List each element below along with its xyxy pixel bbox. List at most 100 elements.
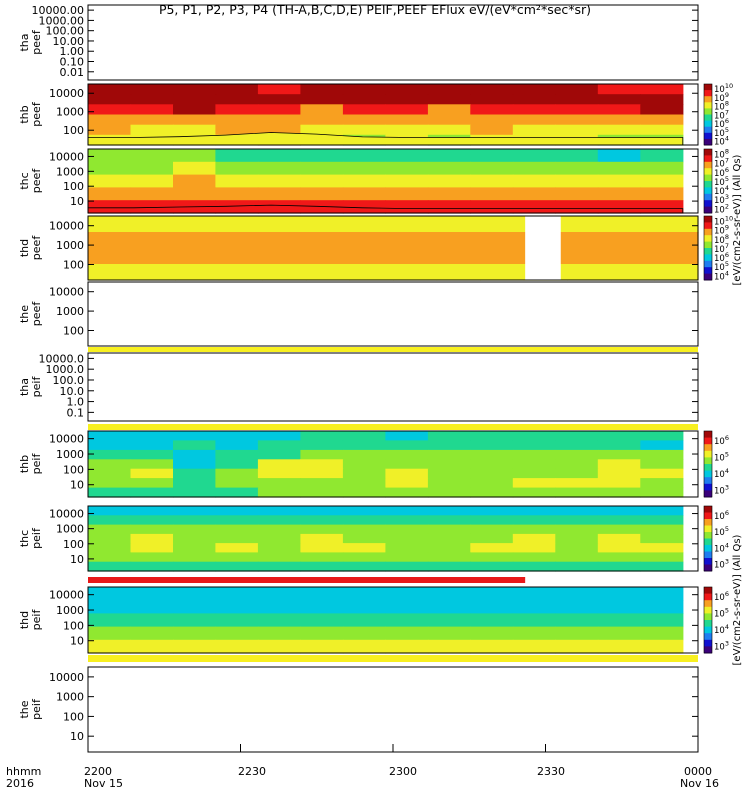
- heatmap-cell: [385, 161, 429, 176]
- heatmap-cell: [512, 587, 556, 601]
- heatmap-cell: [88, 506, 132, 516]
- heatmap-cell: [342, 524, 386, 535]
- heatmap-cell: [470, 114, 514, 126]
- heatmap-cell: [88, 487, 132, 498]
- heatmap-cell: [555, 104, 599, 116]
- heatmap-cell: [88, 161, 132, 176]
- heatmap-cell: [215, 114, 259, 126]
- heatmap-cell: [640, 533, 684, 544]
- heatmap-cell: [215, 543, 259, 553]
- heatmap-cell: [470, 149, 514, 163]
- heatmap-cell: [300, 626, 344, 641]
- heatmap-cell: [349, 248, 394, 265]
- heatmap-cell: [512, 459, 556, 470]
- heatmap-cell: [215, 440, 259, 451]
- heatmap-cell: [173, 506, 217, 516]
- heatmap-cell: [480, 248, 525, 265]
- colorbar-segment: [704, 132, 712, 140]
- y-tick-label: 1000: [56, 165, 84, 178]
- heatmap-cell: [640, 468, 684, 479]
- heatmap-cell: [300, 561, 344, 572]
- heatmap-cell: [342, 449, 386, 460]
- y-tick-label: 1000: [56, 106, 84, 119]
- colorbar-segment: [704, 273, 712, 281]
- heatmap-cell: [257, 478, 301, 489]
- colorbar-segment: [704, 222, 712, 230]
- heatmap-cell: [640, 613, 684, 628]
- heatmap-cell: [393, 248, 438, 265]
- heatmap-cell: [342, 114, 386, 126]
- heatmap-cell: [342, 515, 386, 526]
- heatmap-cell: [173, 459, 217, 470]
- heatmap-cell: [427, 552, 471, 563]
- heatmap-cell: [597, 187, 641, 201]
- heatmap-cell: [257, 187, 301, 201]
- heatmap-cell: [436, 216, 481, 233]
- y-tick-label: 100: [63, 124, 84, 137]
- heatmap-cell: [512, 561, 556, 572]
- heatmap-cell: [640, 114, 684, 126]
- heatmap-cell: [640, 440, 684, 451]
- colorbar-segment: [704, 444, 712, 452]
- heatmap-cell: [427, 174, 471, 188]
- heatmap-cell: [385, 552, 429, 563]
- y-tick-label: 100: [63, 619, 84, 632]
- heatmap-cell: [300, 431, 344, 441]
- colorbar-segment: [704, 254, 712, 262]
- heatmap-cell: [436, 264, 481, 281]
- heatmap-cell: [130, 587, 174, 601]
- heatmap-cell: [342, 431, 386, 441]
- heatmap-cell: [555, 613, 599, 628]
- heatmap-cell: [300, 187, 344, 201]
- heatmap-cell: [130, 468, 174, 479]
- heatmap-cell: [130, 613, 174, 628]
- colorbar-segment: [704, 532, 712, 539]
- heatmap-cell: [436, 232, 481, 249]
- y-tick-label: 1000.00: [39, 14, 85, 27]
- colorbar-tick-label: 104: [714, 541, 729, 554]
- heatmap-cell: [257, 515, 301, 526]
- heatmap-cell: [262, 248, 307, 265]
- panel-the-peef: 10000 1000 100 the peef: [18, 281, 699, 352]
- colorbar-frame: [703, 83, 713, 146]
- y-axis-label: thb: [18, 105, 31, 123]
- heatmap-cell: [173, 487, 217, 498]
- y-tick-label: 100: [63, 324, 84, 337]
- y-axis-label: peef: [30, 168, 43, 194]
- heatmap-cell: [342, 552, 386, 563]
- heatmap-cell: [567, 248, 612, 265]
- heatmap-cell: [342, 187, 386, 201]
- heatmap-cell: [385, 174, 429, 188]
- heatmap-cell: [597, 124, 641, 136]
- heatmap-cell: [427, 149, 471, 163]
- heatmap-cell: [555, 187, 599, 201]
- colorbar-segment: [704, 161, 712, 169]
- heatmap-cell: [470, 600, 514, 614]
- heatmap-cell: [300, 174, 344, 188]
- heatmap-cell: [173, 440, 217, 451]
- heatmap-cell: [512, 94, 556, 105]
- heatmap-cell: [470, 543, 514, 553]
- heatmap-cell: [131, 216, 176, 233]
- colorbar-frame: [703, 586, 713, 654]
- panel-frame: [87, 586, 699, 654]
- colorbar-segment: [704, 108, 712, 115]
- heatmap-cell: [257, 161, 301, 176]
- heatmap-cell: [555, 174, 599, 188]
- heatmap-cell: [130, 524, 174, 535]
- heatmap-cell: [88, 440, 132, 451]
- heatmap-cell: [300, 552, 344, 563]
- heatmap-cell: [130, 533, 174, 544]
- heatmap-cell: [130, 626, 174, 641]
- heatmap-cell: [257, 440, 301, 451]
- y-tick-label: 10000.0: [39, 352, 85, 365]
- colorbar-tick-label: 105: [714, 606, 729, 619]
- heatmap-cell: [342, 94, 386, 105]
- heatmap-cell: [88, 600, 132, 614]
- heatmap-cell: [300, 533, 344, 544]
- heatmap-cell: [130, 449, 174, 460]
- heatmap-cell: [130, 639, 174, 654]
- heatmap-cell: [512, 187, 556, 201]
- colorbar-segment: [704, 538, 712, 546]
- heatmap-cell: [342, 104, 386, 116]
